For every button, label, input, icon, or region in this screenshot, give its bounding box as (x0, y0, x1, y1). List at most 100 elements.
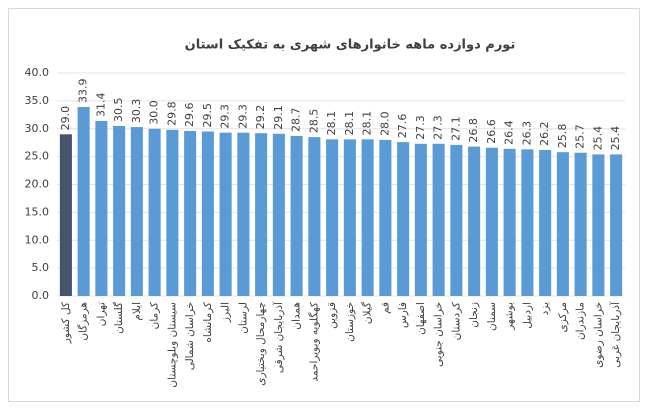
bar (130, 127, 143, 296)
x-tick-label: خراسان شمالی (184, 302, 196, 370)
bar (503, 148, 516, 296)
data-label: 30.3 (130, 99, 143, 124)
x-tick-label: چهارمحال وبختیاری (255, 302, 267, 386)
bar (272, 133, 285, 296)
bar (450, 144, 463, 296)
data-label: 26.2 (538, 121, 551, 146)
bar (592, 154, 605, 296)
x-tick-label: آذربایجان شرقی (272, 301, 285, 373)
data-label: 29.3 (219, 104, 232, 129)
data-label: 29.1 (272, 105, 285, 130)
bar (290, 135, 303, 296)
x-tick-label: تهران (95, 302, 107, 326)
x-tick-label: اصفهان (415, 302, 427, 335)
data-label: 26.8 (467, 118, 480, 143)
data-label: 25.4 (609, 126, 622, 151)
bar (379, 139, 392, 296)
data-label: 31.4 (94, 92, 107, 117)
x-tick-label: خوزستان (344, 302, 356, 342)
bar (610, 154, 623, 296)
x-tick-label: آذربایجان غربی (609, 301, 622, 368)
data-label: 29.5 (201, 103, 214, 128)
data-label: 29.3 (236, 104, 249, 129)
y-tick-label: 25.0 (25, 150, 50, 163)
bar (468, 146, 481, 296)
data-label: 27.3 (432, 115, 445, 140)
data-label: 28.5 (307, 109, 320, 134)
x-tick-label: قم (379, 302, 391, 314)
bar (539, 149, 552, 296)
data-label: 28.1 (361, 111, 374, 136)
bar (432, 143, 445, 296)
bar (148, 128, 161, 296)
y-tick-label: 20.0 (25, 178, 50, 191)
bar (219, 132, 232, 296)
y-tick-label: 35.0 (25, 94, 50, 107)
x-tick-label: یزد (539, 302, 551, 315)
x-tick-label: گلستان (112, 302, 125, 334)
x-tick-label: کهگلویه وبویراحمد (307, 302, 320, 382)
x-tick-label: البرز (220, 302, 232, 323)
x-tick-label: قزوین (326, 302, 338, 329)
x-tick-label: کرمان (149, 302, 161, 329)
bar (556, 152, 569, 296)
bar (201, 131, 214, 296)
bar (343, 139, 356, 296)
bar (326, 139, 339, 296)
data-label: 27.1 (449, 116, 462, 141)
x-tick-label: اردبیل (521, 302, 533, 329)
bar (308, 137, 321, 296)
x-tick-label: لرستان (237, 302, 249, 334)
y-tick-label: 30.0 (25, 122, 50, 135)
bar (77, 107, 90, 296)
bar (95, 120, 108, 296)
x-tick-label: کردستان (450, 302, 462, 340)
bar (255, 133, 268, 296)
data-label: 29.0 (59, 106, 72, 131)
x-tick-label: سمنان (486, 302, 498, 331)
bar (485, 147, 498, 296)
data-label: 26.3 (520, 121, 533, 146)
bar (397, 142, 410, 296)
data-label: 25.4 (591, 126, 604, 151)
y-tick-label: 10.0 (25, 233, 50, 246)
data-label: 25.7 (574, 124, 587, 149)
data-label: 28.0 (378, 111, 391, 136)
data-label: 28.1 (343, 111, 356, 136)
bar (521, 149, 534, 296)
x-tick-label: گیلان (361, 302, 374, 324)
x-tick-label: بوشهر (504, 302, 516, 331)
data-label: 27.3 (414, 115, 427, 140)
data-label: 30.5 (112, 97, 125, 122)
x-tick-label: زنجان (468, 302, 480, 328)
bar (166, 129, 179, 296)
x-tick-label: مازندران (575, 302, 587, 340)
bar (59, 134, 72, 296)
data-label: 26.6 (485, 119, 498, 144)
bar (361, 139, 374, 296)
x-tick-label: کرمانشاه (202, 302, 214, 343)
data-label: 28.7 (290, 107, 303, 132)
data-label: 29.6 (183, 102, 196, 127)
x-tick-label: مرکزی (557, 302, 569, 332)
x-tick-label: خراسان جنوبی (433, 302, 445, 367)
data-label: 30.0 (148, 100, 161, 125)
data-label: 29.2 (254, 105, 267, 130)
bar (414, 143, 427, 296)
data-label: 26.4 (503, 120, 516, 145)
bar (113, 125, 126, 297)
data-label: 27.6 (396, 114, 409, 139)
bar (237, 132, 250, 296)
y-tick-label: 0.0 (32, 289, 50, 302)
x-tick-label: کل کشور (60, 302, 72, 344)
x-tick-label: همدان (291, 302, 303, 330)
data-label: 28.1 (325, 111, 338, 136)
bar (574, 152, 587, 296)
x-tick-label: هرمزگان (77, 302, 90, 341)
chart-title: تورم دوازده ماهه خانوارهای شهری به تفکیک… (185, 38, 516, 53)
bar (184, 130, 197, 296)
y-tick-label: 5.0 (32, 261, 50, 274)
y-tick-label: 40.0 (25, 66, 50, 79)
x-tick-label: ایلام (131, 302, 143, 321)
